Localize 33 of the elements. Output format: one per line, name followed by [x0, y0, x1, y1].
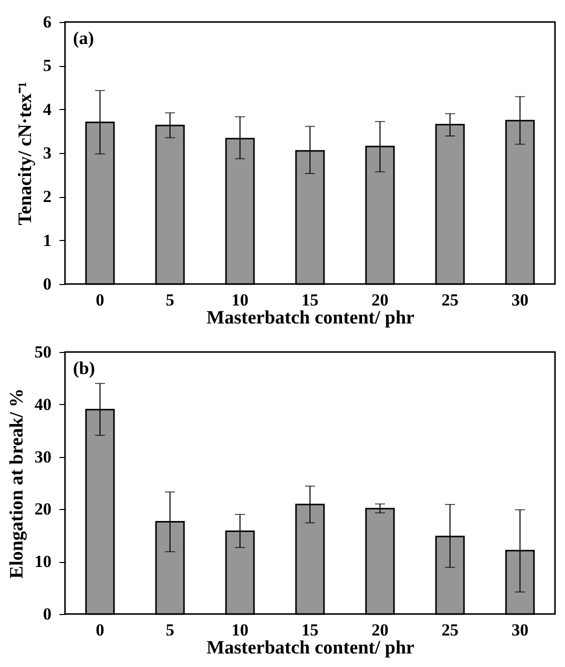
y-tick-label: 0	[43, 274, 52, 294]
y-tick-label: 10	[34, 552, 52, 572]
y-tick-label: 20	[34, 500, 52, 519]
x-tick-label: 15	[302, 620, 318, 640]
x-tick-label: 25	[442, 620, 458, 640]
x-tick-label: 5	[166, 290, 174, 310]
y-tick-label: 30	[34, 447, 52, 466]
x-axis-title: Masterbatch content/ phr	[206, 638, 416, 658]
x-tick-label: 30	[512, 290, 528, 310]
y-tick-label: 3	[43, 144, 52, 162]
y-tick-label: 0	[43, 604, 52, 624]
y-axis-title: Tenacity/ cN·tex⁻¹	[15, 82, 36, 226]
x-tick-label: 20	[372, 290, 388, 310]
x-tick-label: 25	[442, 290, 458, 310]
y-axis-title: Elongation at break/ %	[6, 388, 28, 579]
x-tick-label: 0	[96, 620, 104, 640]
y-tick-label: 6	[43, 12, 52, 32]
x-tick-label: 20	[372, 620, 388, 640]
y-tick-label: 5	[43, 56, 52, 76]
y-tick-label: 4	[43, 100, 52, 119]
y-tick-label: 50	[34, 342, 52, 362]
annotation: (b)	[73, 358, 96, 378]
x-tick-label: 10	[232, 620, 248, 640]
y-tick-label: 2	[43, 187, 52, 206]
annotation: (a)	[73, 28, 94, 48]
y-tick-label: 40	[34, 394, 52, 414]
x-tick-label: 5	[166, 620, 174, 640]
x-tick-label: 0	[96, 290, 104, 310]
x-axis-title: Masterbatch content/ phr	[206, 308, 416, 328]
x-tick-label: 15	[302, 290, 318, 310]
y-tick-label: 1	[43, 230, 52, 250]
x-tick-label: 30	[512, 620, 528, 640]
x-tick-label: 10	[232, 290, 248, 310]
